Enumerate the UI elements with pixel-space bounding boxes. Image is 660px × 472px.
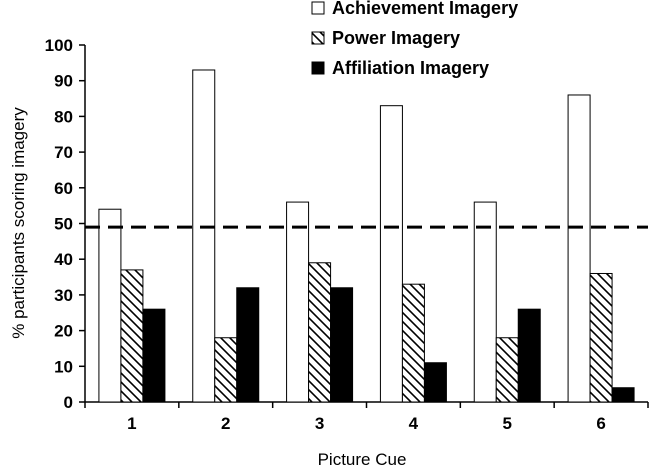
bar-power-imagery-2: [214, 337, 238, 403]
bar-affiliation-imagery-2: [236, 287, 260, 403]
bar-achievement-imagery-6: [567, 94, 591, 403]
x-tick-label: 3: [315, 414, 324, 433]
legend-swatch-affiliation-imagery: [311, 61, 325, 75]
legend-label-achievement-imagery: Achievement Imagery: [332, 0, 518, 18]
y-tick-label: 90: [54, 72, 73, 91]
bar-power-imagery-1: [120, 269, 144, 403]
bar-achievement-imagery-4: [379, 105, 403, 403]
bar-affiliation-imagery-5: [517, 308, 541, 403]
bar-achievement-imagery-5: [473, 201, 497, 403]
bar-power-imagery-3: [308, 262, 332, 403]
y-axis-title: % participants scoring imagery: [9, 107, 28, 339]
bar-power-imagery-5: [495, 337, 519, 403]
y-tick-label: 0: [64, 393, 73, 412]
y-tick-label: 30: [54, 286, 73, 305]
bar-affiliation-imagery-1: [142, 308, 166, 403]
x-tick-label: 5: [503, 414, 512, 433]
legend-label-power-imagery: Power Imagery: [332, 28, 460, 48]
legend: Achievement Imagery Power Imagery Affiliat…: [311, 0, 518, 78]
legend-label-affiliation-imagery: Affiliation Imagery: [332, 58, 489, 78]
y-tick-label: 80: [54, 107, 73, 126]
y-tick-label: 70: [54, 143, 73, 162]
x-tick-label: 4: [409, 414, 419, 433]
y-tick-label: 40: [54, 250, 73, 269]
y-tick-label: 20: [54, 322, 73, 341]
y-tick-label: 10: [54, 357, 73, 376]
bar-affiliation-imagery-6: [611, 387, 635, 403]
bar-achievement-imagery-1: [98, 208, 122, 403]
y-tick-label: 100: [45, 36, 73, 55]
bar-achievement-imagery-2: [192, 69, 216, 403]
y-axis: 0 10 20 30 40 50 60 70 80 90 100: [45, 36, 86, 412]
x-tick-label: 1: [127, 414, 136, 433]
legend-swatch-achievement-imagery: [311, 1, 325, 15]
bar-affiliation-imagery-4: [423, 362, 447, 403]
x-tick-label: 6: [596, 414, 605, 433]
y-tick-label: 50: [54, 215, 73, 234]
y-tick-label: 60: [54, 179, 73, 198]
bar-achievement-imagery-3: [286, 201, 310, 403]
bar-power-imagery-4: [401, 283, 425, 403]
x-tick-label: 2: [221, 414, 230, 433]
bar-power-imagery-6: [589, 272, 613, 403]
x-axis: 1 2 3 4 5 6: [84, 401, 649, 433]
bars: [98, 69, 635, 403]
legend-swatch-power-imagery: [311, 31, 325, 45]
x-axis-title: Picture Cue: [318, 450, 407, 469]
bar-affiliation-imagery-3: [330, 287, 354, 403]
